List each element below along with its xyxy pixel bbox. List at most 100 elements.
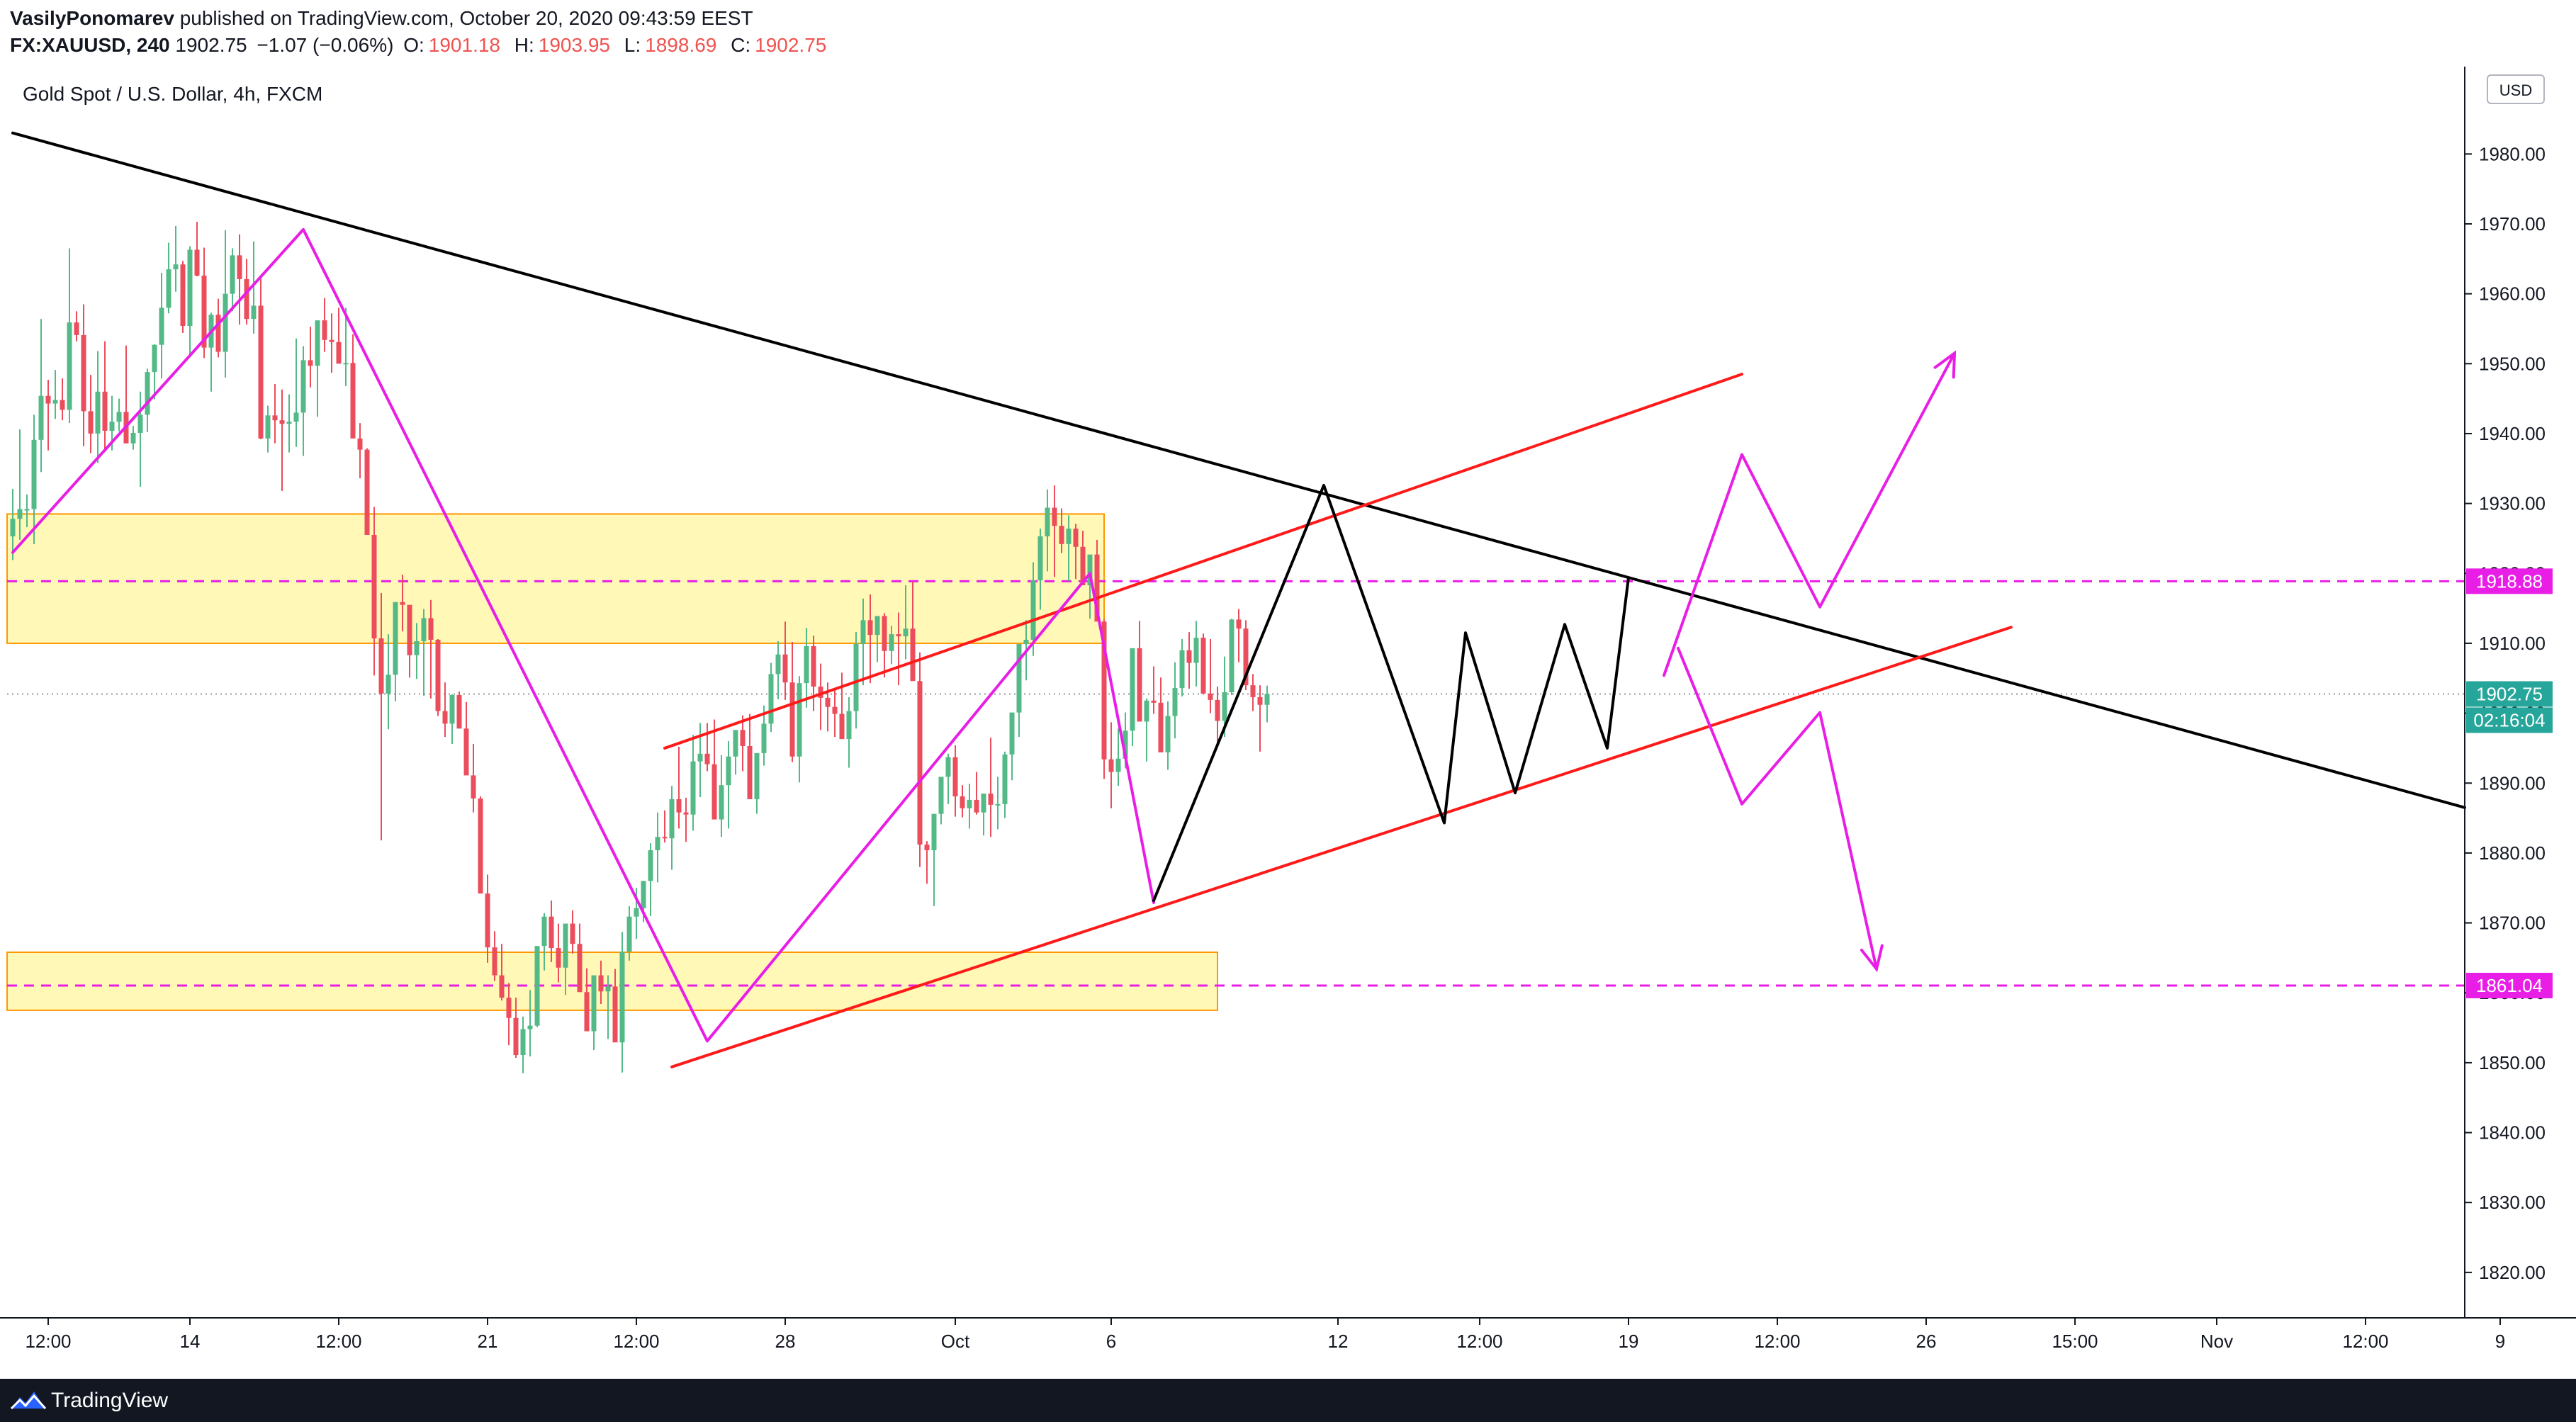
candle-body [116, 412, 122, 422]
candle-body [910, 628, 916, 682]
candle-body [974, 799, 979, 813]
candle-body [903, 628, 909, 637]
candle-body [180, 264, 186, 327]
x-tick-label: 14 [180, 1331, 201, 1352]
candle-body [889, 634, 894, 651]
candle-body [315, 320, 320, 366]
candle-body [1066, 529, 1072, 544]
footer-bar: TradingView [0, 1379, 2576, 1422]
candle-body [1250, 685, 1256, 697]
candle-body [237, 255, 242, 279]
candle-body [1172, 688, 1178, 716]
candle-body [364, 449, 370, 536]
candle-body [45, 395, 51, 404]
candle-body [1200, 638, 1206, 694]
y-tick-label: 1960.00 [2479, 283, 2546, 305]
candle-body [924, 845, 930, 850]
candle-body [719, 785, 724, 820]
arrow-head-6 [1860, 944, 1884, 973]
candle-body [52, 400, 58, 404]
candle-body [619, 952, 625, 1043]
candle-body [1222, 692, 1227, 721]
candle-body [747, 745, 753, 799]
author-line: VasilyPonomarev published on TradingView… [10, 7, 753, 30]
candle-body [215, 315, 221, 352]
open-value: 1901.18 [428, 34, 500, 56]
close-label: C: [731, 34, 751, 56]
published-info: published on TradingView.com, October 20… [179, 7, 753, 29]
candle-body [223, 293, 228, 352]
y-tick-label: 1980.00 [2479, 143, 2546, 164]
candle-body [1052, 507, 1057, 526]
candle-body [1108, 759, 1114, 772]
y-tick-label: 1830.00 [2479, 1192, 2546, 1213]
x-tick-label: 12:00 [1456, 1331, 1502, 1352]
zigzag-4 [1152, 483, 1630, 903]
currency-badge[interactable]: USD [2499, 81, 2532, 99]
scenario_arrow-6 [1677, 646, 1878, 971]
candle-body [17, 509, 23, 519]
candle-body [995, 803, 1001, 806]
candle-body [832, 706, 838, 714]
candle-body [811, 645, 816, 687]
trendline-0 [11, 131, 2466, 809]
candle-body [258, 305, 264, 439]
candle-body [414, 641, 420, 655]
x-tick-label: 12:00 [25, 1331, 71, 1352]
candle-body [726, 756, 731, 786]
chart-area[interactable]: 1980.00 1970.00 1960.00 1950.00 1940.00 1930.… [0, 67, 2576, 1379]
y-tick-label: 1930.00 [2479, 493, 2546, 514]
candle-body [988, 794, 994, 805]
candle-body [612, 986, 618, 1043]
candle-body [1009, 712, 1015, 755]
footer-brand[interactable]: TradingView [51, 1389, 169, 1412]
candles-layer [10, 222, 1270, 1073]
candle-body [336, 342, 342, 364]
candle-body [789, 682, 795, 757]
candle-body [428, 618, 434, 641]
y-tick-label: 1970.00 [2479, 213, 2546, 235]
candle-body [407, 604, 412, 655]
candle-body [626, 916, 632, 952]
price-label-box-0 [2466, 568, 2553, 594]
channel_lower-2 [670, 626, 2013, 1068]
candle-body [109, 422, 115, 431]
candle-body [867, 620, 873, 636]
publication-header: VasilyPonomarev published on TradingView… [0, 0, 2576, 67]
candle-body [492, 947, 497, 976]
candle-body [456, 694, 462, 729]
last-price: 1902.75 [175, 34, 247, 56]
candle-body [322, 320, 327, 340]
author-name[interactable]: VasilyPonomarev [10, 7, 174, 29]
candle-body [1101, 621, 1107, 760]
candle-body [279, 420, 285, 424]
chart-svg[interactable]: 1980.00 1970.00 1960.00 1950.00 1940.00 1930.… [0, 67, 2576, 1379]
x-tick-label: 12:00 [613, 1331, 659, 1352]
x-tick-label: 12:00 [1754, 1331, 1800, 1352]
candle-body [1037, 536, 1043, 581]
y-tick-label: 1820.00 [2479, 1262, 2546, 1283]
currency-badge-box[interactable] [2487, 74, 2545, 104]
candle-body [513, 1017, 519, 1056]
candle-body [38, 395, 44, 440]
price-label-2: 1861.04 [2476, 975, 2543, 996]
candle-body [194, 249, 200, 276]
tradingview-logo-icon[interactable] [10, 1387, 47, 1413]
candle-body [1229, 619, 1234, 692]
candle-body [393, 602, 398, 675]
candle-body [761, 723, 767, 753]
symbol-label: FX:XAUUSD, 240 [10, 34, 170, 56]
candle-body [960, 796, 965, 808]
zone-1 [6, 952, 1218, 1011]
candle-body [145, 372, 150, 415]
candle-body [804, 645, 809, 684]
candle-body [882, 616, 887, 651]
candle-body [102, 391, 108, 431]
candle-body [1186, 650, 1192, 663]
candle-body [10, 519, 16, 536]
candle-body [967, 799, 972, 808]
candle-body [293, 412, 299, 422]
candle-body [605, 986, 611, 992]
candle-body [797, 683, 802, 757]
candle-body [825, 697, 831, 707]
